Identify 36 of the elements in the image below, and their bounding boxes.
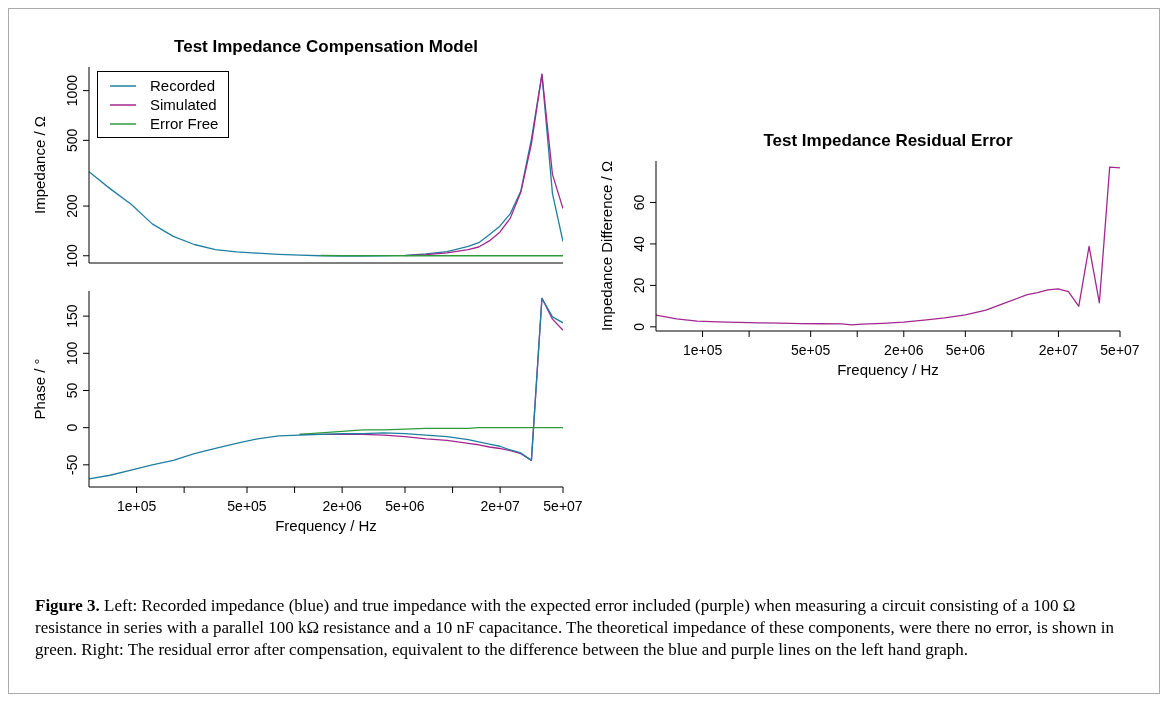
x-tick-label: 5e+06 — [945, 342, 986, 358]
x-tick-label: 1e+05 — [682, 342, 723, 358]
y-tick-label: -50 — [64, 454, 80, 475]
x-axis-title: Frequency / Hz — [837, 361, 939, 378]
legend-label: Error Free — [150, 114, 219, 133]
x-tick-label: 5e+06 — [385, 498, 425, 514]
caption: Figure 3. Left: Recorded impedance (blue) and true impedance with the expected error included (purple) when measuring a circuit consisting of a 100 Ω resistance in series with a parallel 100 kΩ resistance and a 10 nF capacitance. The theoretical impedance of these components, were there no error, is shown in green. Right: The residual error after compensation, equivalent to the difference between the blue and purple lines on the left hand graph. — [35, 595, 1115, 661]
y-axis-title: Impedance / Ω — [30, 116, 48, 214]
x-tick-label: 2e+06 — [322, 498, 362, 514]
y-axis-title: Phase / ° — [30, 358, 48, 420]
legend-label: Recorded — [150, 76, 216, 95]
y-tick-label: 50 — [64, 382, 80, 399]
y-tick-label: 100 — [64, 243, 80, 268]
x-tick-label: 5e+05 — [791, 342, 831, 358]
y-tick-label: 0 — [631, 322, 647, 331]
x-tick-label: 2e+06 — [884, 342, 924, 358]
x-tick-label: 2e+07 — [480, 498, 520, 514]
y-tick-label: 1000 — [64, 74, 80, 107]
y-tick-label: 500 — [64, 128, 80, 153]
x-tick-label: 5e+07 — [543, 498, 583, 514]
x-tick-label: 1e+05 — [116, 498, 157, 514]
chart-title: Test Impedance Residual Error — [762, 131, 1014, 151]
y-tick-label: 60 — [631, 194, 647, 211]
y-tick-label: 200 — [64, 194, 80, 218]
y-tick-label: 20 — [631, 277, 647, 294]
legend-label: Simulated — [150, 95, 217, 114]
chart-title: Test Impedance Compensation Model — [173, 37, 479, 57]
y-tick-label: 100 — [64, 341, 80, 365]
x-tick-label: 5e+07 — [1100, 342, 1140, 358]
y-tick-label: 0 — [64, 423, 80, 432]
x-axis-title: Frequency / Hz — [275, 517, 377, 534]
y-tick-label: 150 — [64, 304, 80, 328]
y-axis-title: Impedance Difference / Ω — [597, 160, 615, 332]
x-tick-label: 2e+07 — [1038, 342, 1079, 358]
x-tick-label: 5e+05 — [227, 498, 267, 514]
y-tick-label: 40 — [631, 235, 647, 252]
